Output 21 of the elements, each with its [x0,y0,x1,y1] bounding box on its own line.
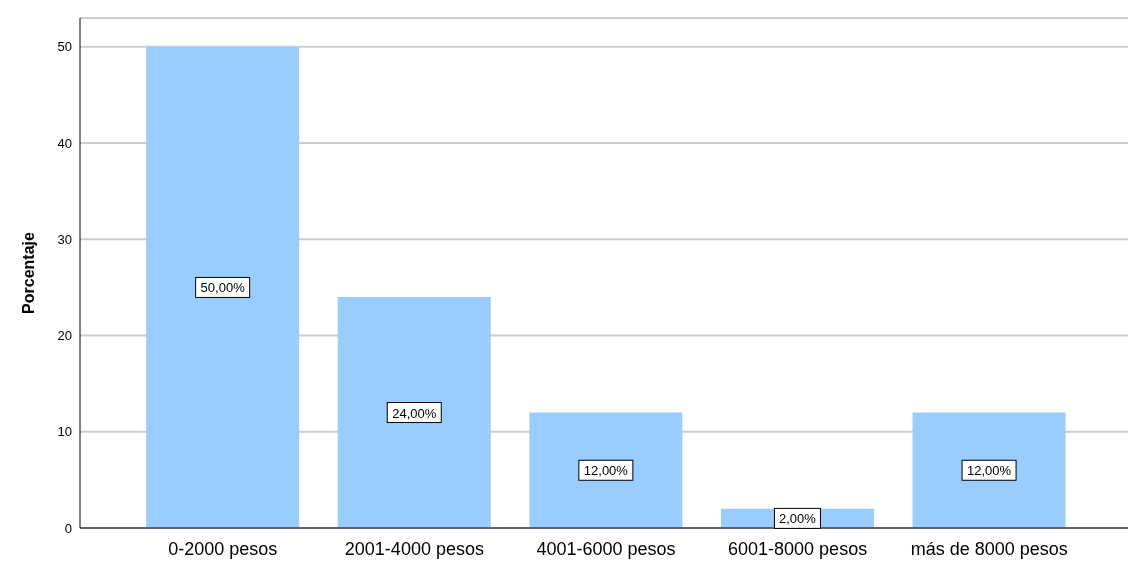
x-tick-label: 2001-4000 pesos [344,538,484,559]
x-tick-label: 6001-8000 pesos [728,538,868,559]
data-label: 50,00% [200,280,246,296]
x-tick-label: más de 8000 pesos [910,538,1068,559]
y-tick-label: 0 [64,520,72,536]
bar [337,297,491,528]
x-tick-label: 0-2000 pesos [168,538,278,559]
bar [529,412,683,528]
data-label: 24,00% [392,405,437,421]
bar [146,46,300,528]
y-tick-label: 30 [57,231,72,247]
data-label: 12,00% [967,463,1012,479]
data-label: 12,00% [583,463,629,479]
y-axis-title: Porcentaje [19,231,37,314]
y-tick-label: 40 [57,135,72,151]
x-tick-label: 4001-6000 pesos [536,538,676,559]
y-tick-label: 20 [57,328,72,344]
y-tick-label: 50 [57,39,72,55]
y-tick-label: 10 [57,424,72,440]
bar [912,412,1066,528]
data-label: 2,00% [779,511,817,527]
